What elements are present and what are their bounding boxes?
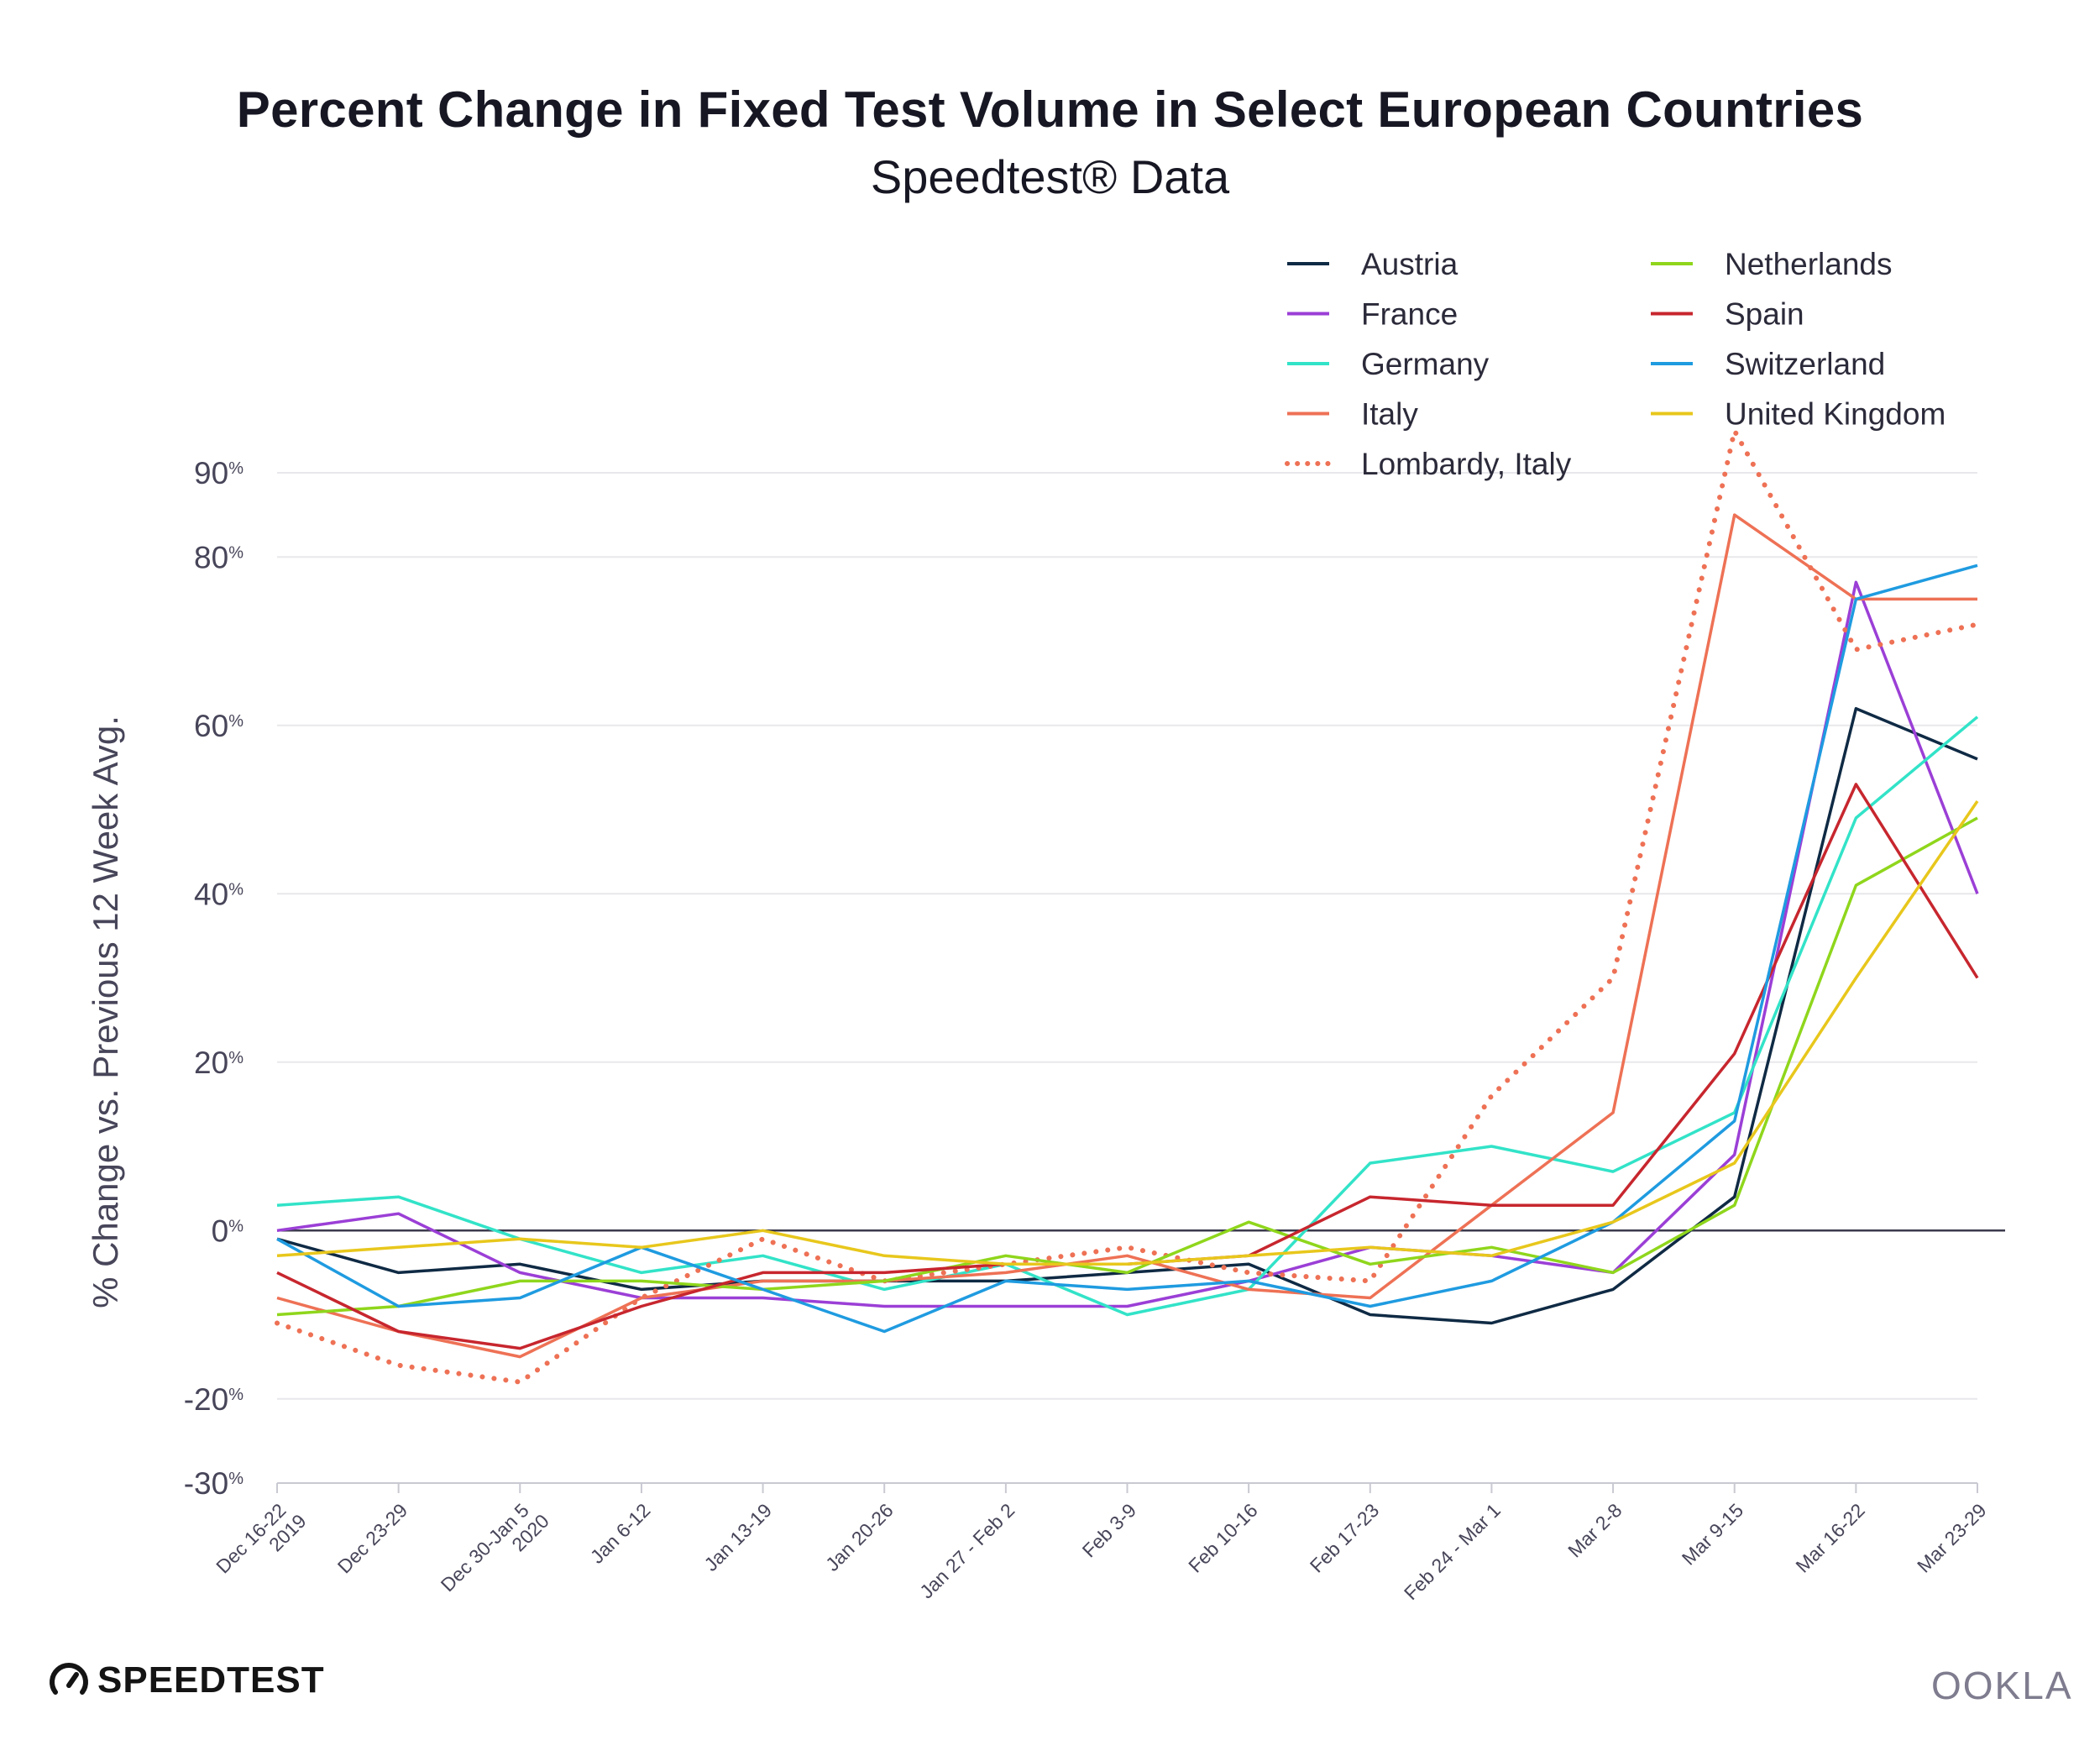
y-tick-label: -30% [184,1466,244,1501]
x-axis: Dec 16-222019 Dec 23-29 Dec 30-Jan 52020 Ja… [212,1482,1991,1611]
x-tick-label: Jan 20-26 [821,1499,898,1575]
y-axis: 90% 80% 60% 40% 20% 0% -20% -30% [184,456,244,1501]
x-tick-label: Jan 13-19 [699,1499,776,1575]
speedtest-logo: SPEEDTEST [49,1659,325,1701]
gauge-icon [50,1663,88,1695]
chart-subtitle: Speedtest® Data [870,150,1230,203]
chart-title: Percent Change in Fixed Test Volume in S… [236,81,1864,138]
y-tick-label: 90% [194,456,244,490]
y-axis-title: % Change vs. Previous 12 Week Avg. [86,716,125,1308]
legend-label-switzerland: Switzerland [1725,347,1885,381]
series-line-lombardy-italy [275,427,1980,1385]
legend-label-lombardy-italy: Lombardy, Italy [1361,447,1572,481]
legend-label-austria: Austria [1361,247,1458,281]
y-tick-label: 60% [194,709,244,743]
y-tick-label: -20% [184,1382,244,1417]
x-tick-label: Dec 16-222019 [212,1494,310,1592]
series-line-italy [276,513,1977,1359]
speedtest-wordmark: SPEEDTEST [97,1659,325,1701]
series-line-germany [276,716,1979,1317]
legend-label-united-kingdom: United Kingdom [1725,397,1946,432]
legend-label-italy: Italy [1361,397,1418,432]
x-tick-label: Feb 17-23 [1306,1499,1384,1577]
x-tick-label: Feb 3-9 [1078,1499,1140,1561]
x-tick-label: Feb 10-16 [1184,1499,1262,1577]
legend: Austria France Germany Italy Lombardy, Italy… [1285,247,1946,481]
y-tick-label: 20% [194,1046,244,1080]
series-line-france [276,580,1979,1308]
gridlines [277,472,2005,1484]
x-tick-label: Feb 24 - Mar 1 [1400,1499,1505,1604]
y-tick-label: 40% [194,877,244,911]
series-lines [275,427,1980,1385]
x-tick-label: Mar 16-22 [1791,1499,1869,1577]
x-tick-label: Dec 30-Jan 52020 [437,1494,553,1611]
x-tick-label: Mar 2-8 [1563,1499,1626,1561]
legend-label-netherlands: Netherlands [1725,247,1893,281]
x-tick-label: Jan 6-12 [586,1499,655,1568]
x-tick-label: Jan 27 - Feb 2 [915,1499,1019,1602]
y-tick-label: 80% [194,540,244,574]
x-tick-label: Mar 9-15 [1678,1499,1747,1569]
legend-label-germany: Germany [1361,347,1490,381]
ookla-logo: OOKLA [1931,1664,2073,1707]
x-tick-label: Mar 23-29 [1913,1499,1991,1577]
y-tick-label: 0% [212,1213,244,1248]
series-line-united-kingdom [276,800,1979,1266]
legend-label-france: France [1361,297,1458,332]
series-line-switzerland [276,563,1978,1334]
x-tick-label: Dec 23-29 [333,1499,411,1577]
legend-label-spain: Spain [1725,297,1804,332]
